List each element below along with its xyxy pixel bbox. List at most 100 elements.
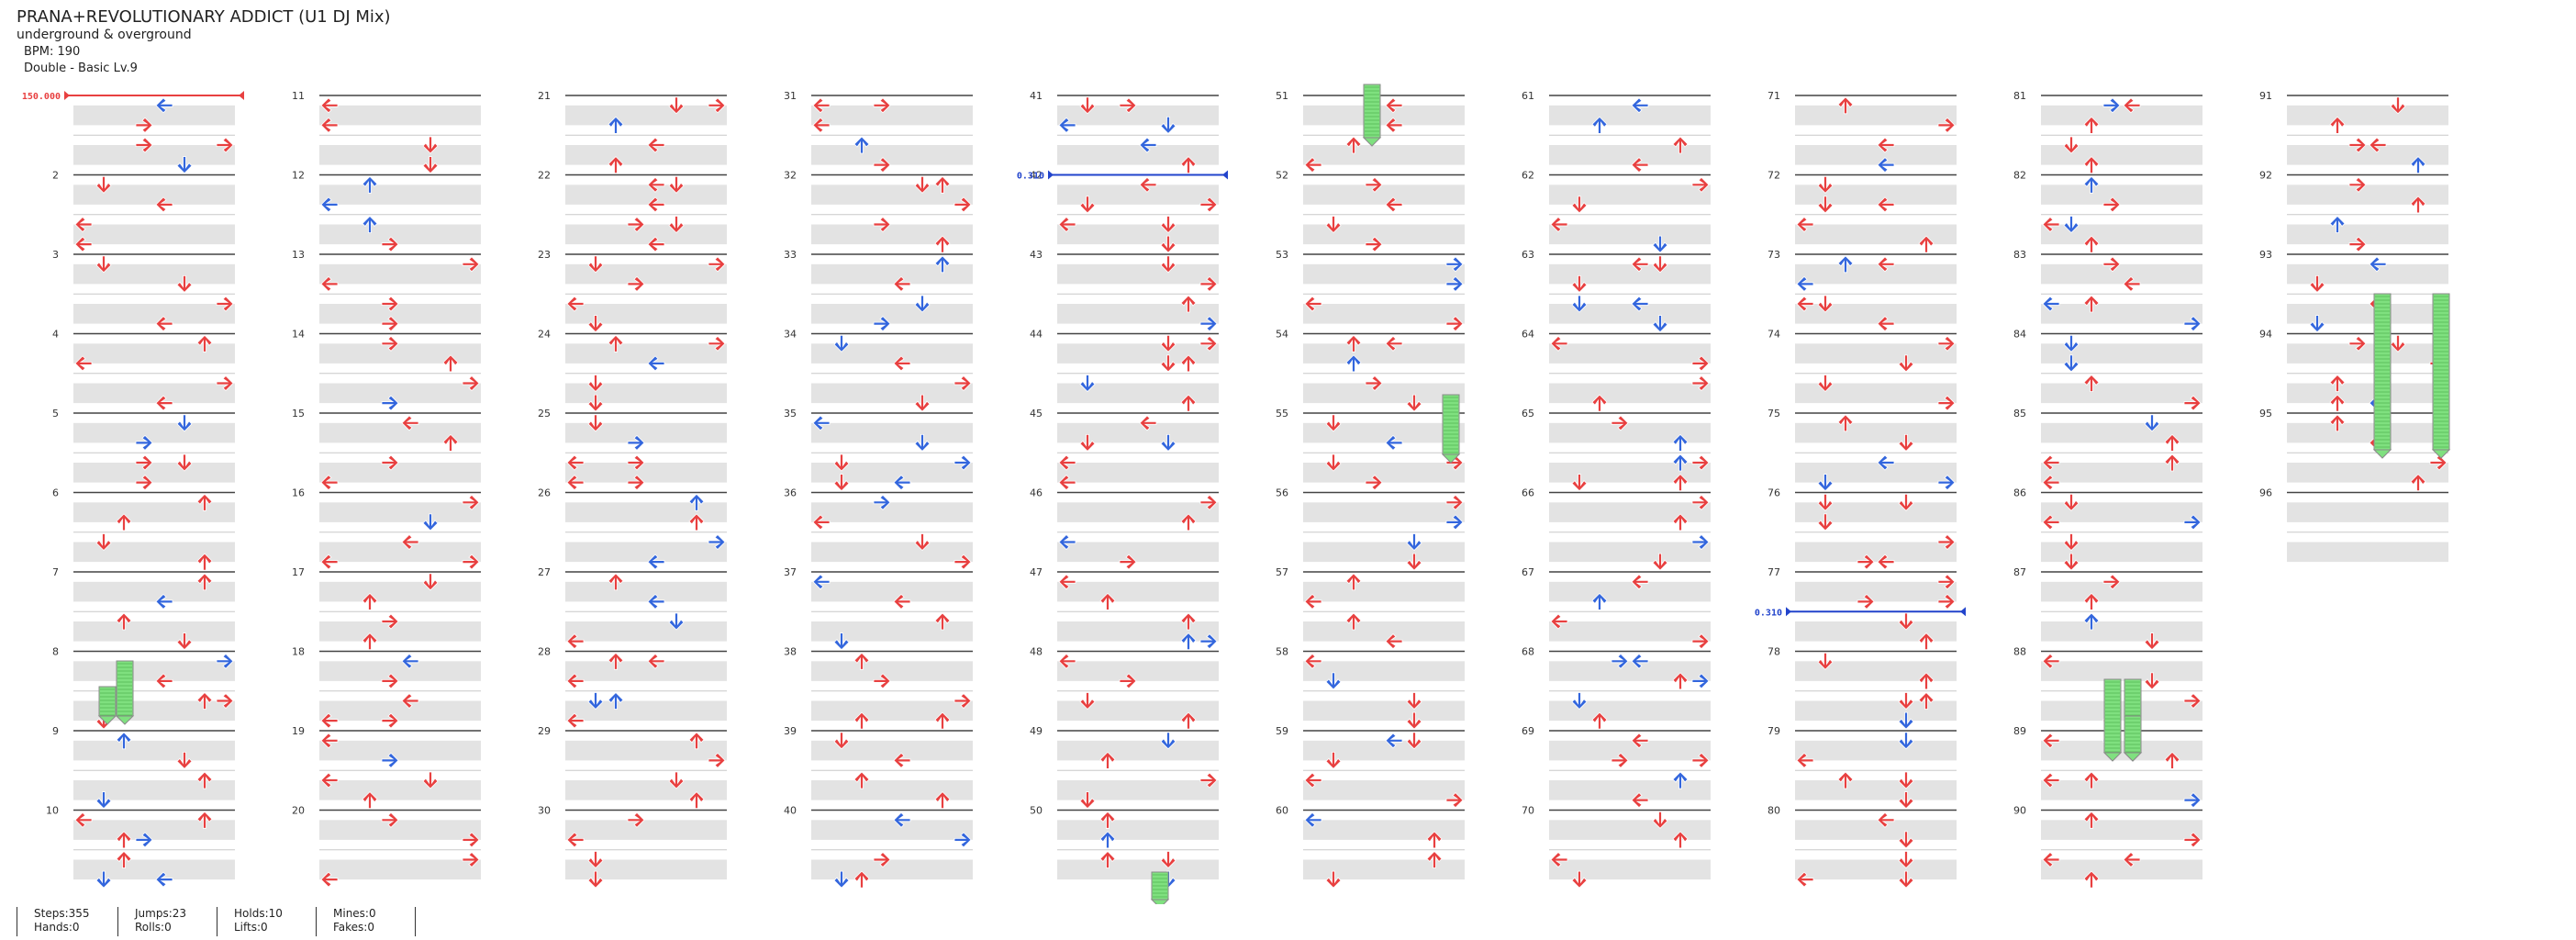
step-arrow: [647, 554, 665, 570]
beat-stripe: [1549, 542, 1711, 563]
step-arrow: [914, 295, 931, 313]
step-arrow: [1199, 494, 1218, 510]
measure-number: 88: [2013, 646, 2026, 658]
step-arrow: [566, 475, 585, 491]
measure-number: 96: [2259, 487, 2272, 499]
step-arrow: [2164, 453, 2180, 472]
step-arrow: [1058, 533, 1076, 551]
step-arrow: [1304, 772, 1322, 789]
step-arrow: [1672, 433, 1689, 452]
step-arrow: [320, 554, 339, 570]
beat-stripe: [2041, 542, 2202, 563]
step-arrow: [2309, 315, 2325, 333]
measure-number: 63: [1522, 249, 1534, 261]
step-arrow: [1385, 97, 1403, 114]
beat-stripe: [565, 621, 727, 642]
measure-number: 53: [1276, 249, 1288, 261]
step-arrow: [587, 851, 604, 869]
beat-stripe: [319, 383, 481, 404]
step-arrow: [1631, 157, 1649, 173]
step-arrow: [1180, 711, 1197, 730]
step-arrow: [1385, 434, 1403, 451]
measure-number: 17: [292, 566, 305, 578]
step-arrow: [216, 653, 234, 669]
beat-stripe: [2287, 185, 2448, 205]
step-arrow: [2042, 514, 2060, 531]
beat-stripe: [73, 661, 235, 681]
step-arrow: [2390, 96, 2406, 115]
beat-stripe: [1549, 502, 1711, 522]
beat-stripe: [1795, 422, 1957, 443]
step-arrow: [627, 434, 645, 451]
step-arrow: [627, 216, 645, 233]
step-arrow: [1672, 513, 1689, 532]
beat-stripe: [811, 700, 973, 722]
beat-stripe: [1303, 224, 1465, 245]
step-arrow: [320, 871, 339, 888]
measure-number: 64: [1522, 329, 1534, 341]
step-arrow: [1877, 196, 1895, 213]
step-arrow: [1796, 275, 1814, 292]
step-arrow: [135, 832, 153, 848]
beat-stripe: [565, 661, 727, 681]
step-chart: 2345678910111213141516171819202122232425…: [22, 84, 2451, 904]
beat-stripe: [2041, 661, 2202, 681]
step-arrow: [2183, 316, 2202, 332]
beat-stripe: [319, 502, 481, 522]
measure-number: 12: [292, 170, 305, 182]
beat-stripe: [811, 463, 973, 483]
beat-stripe: [2041, 581, 2202, 602]
step-arrow: [1325, 216, 1342, 234]
step-arrow: [1445, 275, 1464, 292]
beat-stripe: [1549, 661, 1711, 681]
step-arrow: [2042, 296, 2060, 312]
beat-stripe: [1549, 700, 1711, 722]
step-arrow: [1304, 593, 1322, 610]
step-arrow: [1796, 296, 1814, 312]
beat-stripe: [565, 463, 727, 483]
hold-body: [2432, 293, 2450, 451]
measure-number: 5: [52, 408, 59, 420]
beat-stripe: [811, 581, 973, 602]
measure-number: 14: [292, 329, 305, 341]
step-arrow: [381, 296, 399, 312]
step-arrow: [647, 196, 665, 213]
step-arrow: [1591, 592, 1608, 610]
beat-stripe: [1795, 859, 1957, 880]
step-arrow: [1365, 375, 1383, 392]
step-arrow: [1631, 574, 1649, 590]
beat-stripe: [73, 502, 235, 522]
step-arrow: [1631, 97, 1649, 114]
step-arrow: [1180, 156, 1197, 174]
step-arrow: [135, 117, 153, 133]
measure-number: 49: [1030, 725, 1043, 737]
beat-stripe: [1549, 185, 1711, 205]
step-arrow: [1199, 196, 1218, 213]
step-arrow: [1937, 475, 1956, 491]
step-arrow: [155, 316, 173, 332]
step-arrow: [587, 375, 604, 393]
mines-stat: Mines:0: [333, 907, 376, 920]
step-arrow: [934, 235, 951, 253]
step-arrow: [1918, 691, 1935, 710]
step-arrow: [1898, 612, 1914, 631]
beat-stripe: [1057, 621, 1219, 642]
beat-stripe: [1303, 859, 1465, 880]
step-arrow: [1445, 792, 1464, 809]
beat-stripe: [1549, 224, 1711, 245]
step-arrow: [1180, 354, 1197, 373]
beat-stripe: [565, 542, 727, 563]
step-arrow: [2390, 334, 2406, 352]
measure-number: 86: [2013, 487, 2026, 499]
beat-stripe: [73, 343, 235, 364]
step-arrow: [1426, 850, 1443, 868]
beat-stripe: [1057, 383, 1219, 404]
step-arrow: [2063, 136, 2080, 154]
beat-stripe: [2041, 145, 2202, 165]
step-arrow: [1079, 791, 1096, 810]
step-arrow: [196, 573, 213, 591]
beat-stripe: [1303, 621, 1465, 642]
step-arrow: [320, 733, 339, 749]
step-arrow: [1817, 295, 1834, 313]
steps-stat: Steps:355: [34, 907, 90, 920]
